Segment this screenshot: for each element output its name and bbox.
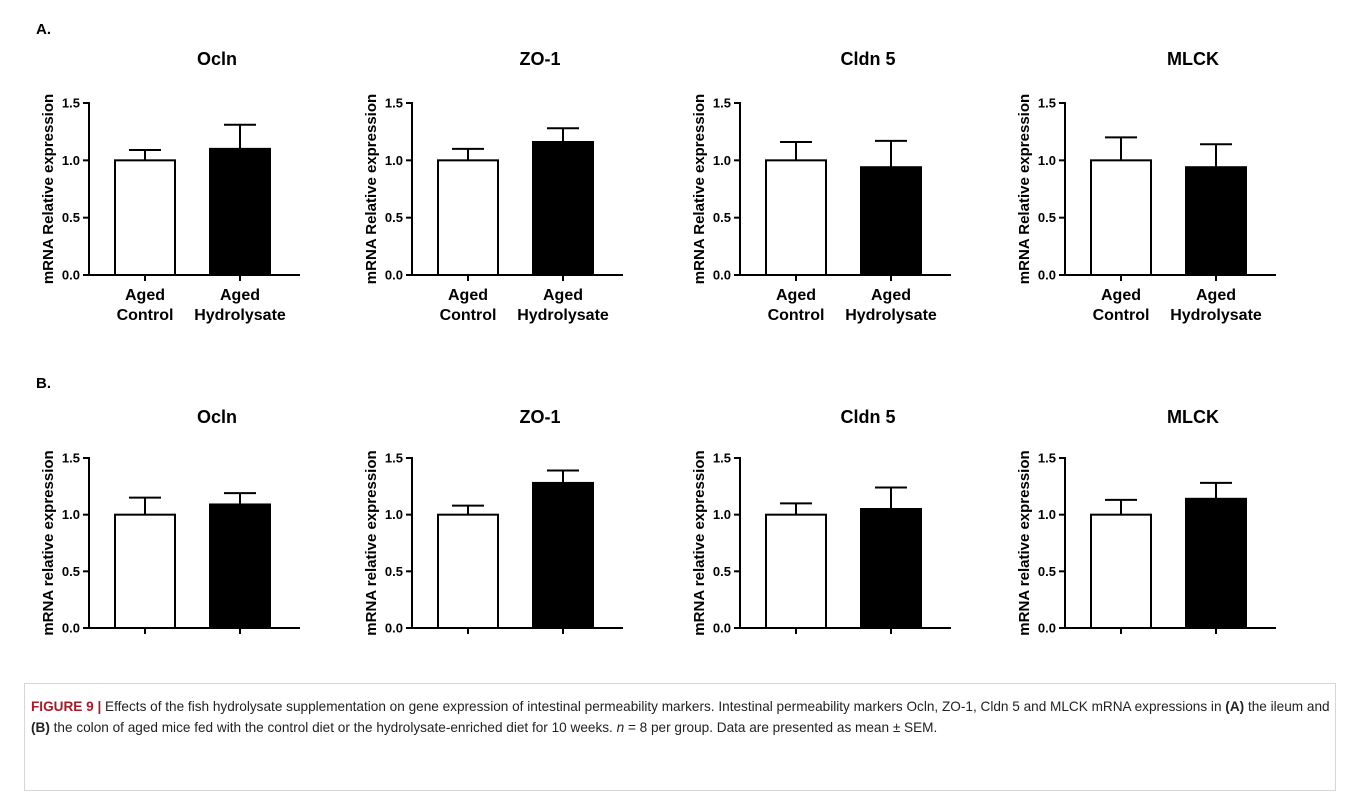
y-tick-label-b-ocln: 1.5: [62, 451, 80, 466]
bar-a-ocln-0: [114, 159, 176, 276]
y-axis-label-a-ocln: mRNA Relative expression: [40, 94, 57, 284]
y-tick-label-a-mlck: 0.0: [1038, 268, 1056, 283]
category-label-a-zo-1-0: Aged Control: [440, 287, 497, 324]
figure: A. B. Ocln mRNA Relative expression 0.0 0.5 1.…: [36, 21, 1276, 640]
chart-title-b-cldn-5: Cldn 5: [840, 407, 895, 427]
y-tick-label-a-mlck: 1.0: [1038, 153, 1056, 168]
bar-b-ocln-0: [114, 513, 176, 630]
y-tick-label-a-cldn-5: 1.0: [713, 153, 731, 168]
caption-n-symbol: n: [616, 719, 625, 735]
category-label-a-zo-1-1: Aged Hydrolysate: [517, 287, 609, 324]
category-label-a-ocln-1: Aged Hydrolysate: [194, 287, 286, 324]
y-tick-label-b-mlck: 0.5: [1038, 564, 1056, 579]
bar-a-mlck-0: [1090, 159, 1152, 276]
y-tick-label-b-mlck: 0.0: [1038, 621, 1056, 636]
y-tick-label-a-cldn-5: 1.5: [713, 96, 731, 111]
chart-title-b-zo-1: ZO-1: [519, 407, 560, 427]
bar-b-zo-1-0: [437, 513, 499, 630]
y-tick-label-b-cldn-5: 0.5: [713, 564, 731, 579]
category-label-a-ocln-0: Aged Control: [117, 287, 174, 324]
y-tick-label-b-mlck: 1.0: [1038, 507, 1056, 522]
y-tick-label-b-cldn-5: 0.0: [713, 621, 731, 636]
caption-text-1: Effects of the fish hydrolysate suppleme…: [101, 699, 1226, 714]
y-tick-label-a-mlck: 0.5: [1038, 210, 1056, 225]
y-tick-label-b-zo-1: 1.0: [385, 507, 403, 522]
figure-svg: A. B. Ocln mRNA Relative expression 0.0 0.5 1.…: [36, 21, 1276, 640]
bar-a-ocln-1: [209, 147, 271, 276]
bar-b-cldn-5-0: [765, 513, 827, 630]
y-tick-label-b-mlck: 1.5: [1038, 451, 1056, 466]
chart-title-b-mlck: MLCK: [1167, 407, 1219, 427]
caption-ref-b: (B): [31, 719, 50, 735]
bar-b-mlck-1: [1185, 497, 1247, 629]
y-axis-label-a-cldn-5: mRNA Relative expression: [691, 94, 708, 284]
y-axis-label-b-zo-1: mRNA relative expression: [363, 450, 380, 635]
y-axis-label-a-zo-1: mRNA Relative expression: [363, 94, 380, 284]
y-tick-label-a-ocln: 0.0: [62, 268, 80, 283]
y-tick-label-a-ocln: 0.5: [62, 210, 80, 225]
y-tick-label-a-zo-1: 0.5: [385, 210, 403, 225]
y-tick-label-a-ocln: 1.0: [62, 153, 80, 168]
bar-a-zo-1-0: [437, 159, 499, 276]
category-label-a-cldn-5-1: Aged Hydrolysate: [845, 287, 937, 324]
y-tick-label-b-cldn-5: 1.0: [713, 507, 731, 522]
bar-a-mlck-1: [1185, 166, 1247, 276]
y-tick-label-a-cldn-5: 0.0: [713, 268, 731, 283]
y-tick-label-b-zo-1: 1.5: [385, 451, 403, 466]
bar-a-cldn-5-0: [765, 159, 827, 276]
caption-text-2: the ileum and: [1244, 699, 1330, 714]
caption-text-3: the colon of aged mice fed with the cont…: [49, 719, 617, 735]
chart-title-a-zo-1: ZO-1: [519, 49, 560, 69]
y-tick-label-a-ocln: 1.5: [62, 96, 80, 111]
chart-title-a-cldn-5: Cldn 5: [840, 49, 895, 69]
y-tick-label-b-zo-1: 0.0: [385, 621, 403, 636]
y-axis-label-b-mlck: mRNA relative expression: [1016, 450, 1033, 635]
y-tick-label-b-ocln: 0.0: [62, 621, 80, 636]
y-tick-label-a-zo-1: 1.0: [385, 153, 403, 168]
bar-b-ocln-1: [209, 503, 271, 630]
category-label-a-mlck-1: Aged Hydrolysate: [1170, 287, 1262, 324]
chart-title-a-ocln: Ocln: [197, 49, 237, 69]
caption-text-4: = 8 per group. Data are presented as mea…: [624, 719, 938, 735]
panel-label-a: A.: [36, 21, 51, 38]
bar-b-mlck-0: [1090, 513, 1152, 630]
caption-box: [24, 683, 1336, 791]
y-tick-label-a-cldn-5: 0.5: [713, 210, 731, 225]
y-tick-label-a-zo-1: 0.0: [385, 268, 403, 283]
bar-b-zo-1-1: [532, 481, 594, 629]
chart-title-a-mlck: MLCK: [1167, 49, 1219, 69]
caption-ref-a: (A): [1225, 699, 1245, 714]
bar-a-cldn-5-1: [860, 166, 922, 276]
y-tick-label-a-mlck: 1.5: [1038, 96, 1056, 111]
y-tick-label-b-zo-1: 0.5: [385, 564, 403, 579]
y-tick-label-b-ocln: 0.5: [62, 564, 80, 579]
figure-caption: FIGURE 9 | Effects of the fish hydrolysa…: [31, 697, 1331, 738]
category-label-a-mlck-0: Aged Control: [1093, 287, 1150, 324]
category-label-a-cldn-5-0: Aged Control: [768, 287, 825, 324]
y-axis-label-b-cldn-5: mRNA relative expression: [691, 450, 708, 635]
y-axis-label-a-mlck: mRNA Relative expression: [1016, 94, 1033, 284]
y-tick-label-a-zo-1: 1.5: [385, 96, 403, 111]
chart-title-b-ocln: Ocln: [197, 407, 237, 427]
bar-a-zo-1-1: [532, 140, 594, 276]
caption-label: FIGURE 9 |: [31, 699, 102, 714]
panel-label-b: B.: [36, 375, 51, 392]
y-axis-label-b-ocln: mRNA relative expression: [40, 450, 57, 635]
bar-b-cldn-5-1: [860, 508, 922, 629]
y-tick-label-b-cldn-5: 1.5: [713, 451, 731, 466]
y-tick-label-b-ocln: 1.0: [62, 507, 80, 522]
